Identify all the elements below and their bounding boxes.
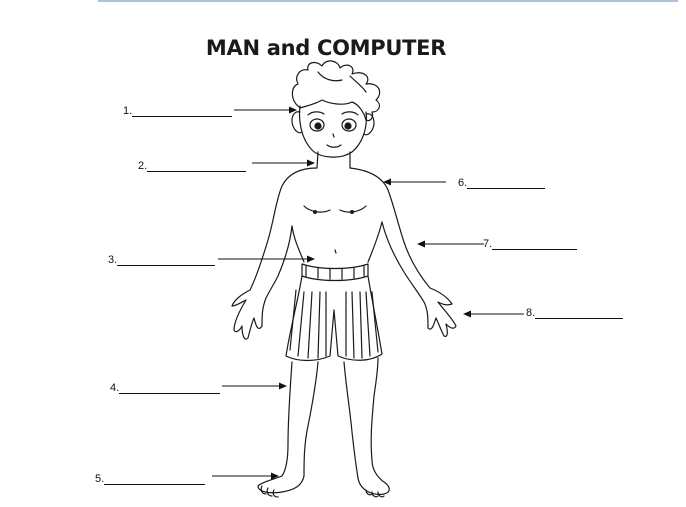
label-1-blank[interactable] xyxy=(132,106,233,117)
label-4-blank[interactable] xyxy=(119,383,221,394)
right-arm xyxy=(349,167,457,337)
hair xyxy=(291,60,381,122)
left-leg xyxy=(257,361,319,494)
label-2-number: 2. xyxy=(138,160,148,172)
label-6: 6. xyxy=(458,177,546,189)
label-6-blank[interactable] xyxy=(467,178,546,189)
worksheet-title: MAN and COMPUTER xyxy=(205,36,447,60)
label-7-blank[interactable] xyxy=(492,239,578,250)
label-1: 1. xyxy=(123,105,233,117)
label-4: 4. xyxy=(110,382,221,394)
mouth xyxy=(326,144,342,148)
label-5: 5. xyxy=(95,473,206,485)
label-8: 8. xyxy=(526,307,624,319)
label-3: 3. xyxy=(108,254,216,266)
neck xyxy=(316,151,351,169)
label-5-number: 5. xyxy=(95,473,105,485)
label-8-number: 8. xyxy=(526,307,536,319)
right-eye xyxy=(341,118,357,132)
label-7-number: 7. xyxy=(483,238,493,250)
left-arm xyxy=(231,167,318,340)
face xyxy=(298,105,367,158)
label-4-number: 4. xyxy=(110,382,120,394)
right-leg xyxy=(343,357,390,495)
right-ear xyxy=(363,113,375,136)
label-2: 2. xyxy=(138,160,247,172)
label-6-number: 6. xyxy=(458,177,468,189)
label-3-number: 3. xyxy=(108,254,118,266)
label-8-blank[interactable] xyxy=(535,308,624,319)
label-7: 7. xyxy=(483,238,578,250)
label-2-blank[interactable] xyxy=(147,161,247,172)
shorts-waistband xyxy=(301,263,369,282)
left-eye xyxy=(309,118,325,132)
shorts xyxy=(285,275,383,362)
label-3-blank[interactable] xyxy=(117,255,216,266)
torso xyxy=(291,221,383,263)
label-5-blank[interactable] xyxy=(104,474,206,485)
top-rule xyxy=(98,0,678,2)
label-1-number: 1. xyxy=(123,105,133,117)
